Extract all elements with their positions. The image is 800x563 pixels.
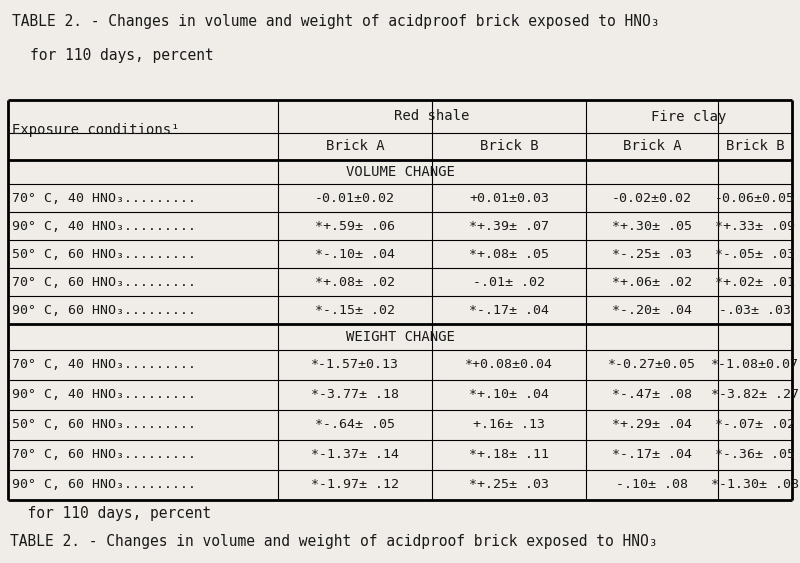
- Text: *+.30± .05: *+.30± .05: [612, 220, 692, 233]
- Text: *+.29± .04: *+.29± .04: [612, 418, 692, 431]
- Text: *-.47± .08: *-.47± .08: [612, 388, 692, 401]
- Text: 90° C, 60 HNO₃.........: 90° C, 60 HNO₃.........: [12, 479, 196, 491]
- Text: *-.17± .04: *-.17± .04: [612, 449, 692, 462]
- Text: Brick B: Brick B: [726, 140, 784, 154]
- Text: *-1.30± .08: *-1.30± .08: [711, 479, 799, 491]
- Text: 90° C, 40 HNO₃.........: 90° C, 40 HNO₃.........: [12, 220, 196, 233]
- Text: TABLE 2. - Changes in volume and weight of acidproof brick exposed to HNO₃: TABLE 2. - Changes in volume and weight …: [12, 14, 659, 29]
- Text: *+.06± .02: *+.06± .02: [612, 275, 692, 288]
- Text: -0.02±0.02: -0.02±0.02: [612, 191, 692, 204]
- Text: *-0.27±0.05: *-0.27±0.05: [608, 359, 696, 372]
- Text: -0.06±0.05: -0.06±0.05: [715, 191, 795, 204]
- Text: Fire clay: Fire clay: [651, 109, 726, 123]
- Text: VOLUME CHANGE: VOLUME CHANGE: [346, 165, 454, 179]
- Text: *-3.77± .18: *-3.77± .18: [311, 388, 399, 401]
- Text: -.01± .02: -.01± .02: [473, 275, 545, 288]
- Text: *+.10± .04: *+.10± .04: [469, 388, 549, 401]
- Text: *-.20± .04: *-.20± .04: [612, 303, 692, 316]
- Text: *+.18± .11: *+.18± .11: [469, 449, 549, 462]
- Text: for 110 days, percent: for 110 days, percent: [10, 506, 211, 521]
- Text: *-.07± .02: *-.07± .02: [715, 418, 795, 431]
- Text: *+.33± .09: *+.33± .09: [715, 220, 795, 233]
- Text: TABLE 2. - Changes in volume and weight of acidproof brick exposed to HNO₃: TABLE 2. - Changes in volume and weight …: [10, 534, 657, 549]
- Text: 90° C, 40 HNO₃.........: 90° C, 40 HNO₃.........: [12, 388, 196, 401]
- Text: 70° C, 60 HNO₃.........: 70° C, 60 HNO₃.........: [12, 449, 196, 462]
- Text: *+.02± .01: *+.02± .01: [715, 275, 795, 288]
- Text: 70° C, 40 HNO₃.........: 70° C, 40 HNO₃.........: [12, 359, 196, 372]
- Text: -0.01±0.02: -0.01±0.02: [315, 191, 395, 204]
- Text: *+.08± .05: *+.08± .05: [469, 248, 549, 261]
- Text: *-3.82± .27: *-3.82± .27: [711, 388, 799, 401]
- Text: *+.39± .07: *+.39± .07: [469, 220, 549, 233]
- Text: for 110 days, percent: for 110 days, percent: [30, 48, 214, 63]
- Text: *+.25± .03: *+.25± .03: [469, 479, 549, 491]
- Text: 90° C, 60 HNO₃.........: 90° C, 60 HNO₃.........: [12, 303, 196, 316]
- Text: *-.36± .05: *-.36± .05: [715, 449, 795, 462]
- Text: WEIGHT CHANGE: WEIGHT CHANGE: [346, 330, 454, 344]
- Text: 50° C, 60 HNO₃.........: 50° C, 60 HNO₃.........: [12, 418, 196, 431]
- Text: Brick A: Brick A: [622, 140, 682, 154]
- Text: Brick B: Brick B: [480, 140, 538, 154]
- Text: Red shale: Red shale: [394, 109, 470, 123]
- Text: *-.10± .04: *-.10± .04: [315, 248, 395, 261]
- Text: +.16± .13: +.16± .13: [473, 418, 545, 431]
- Text: *-1.37± .14: *-1.37± .14: [311, 449, 399, 462]
- Text: *-.25± .03: *-.25± .03: [612, 248, 692, 261]
- Text: +0.01±0.03: +0.01±0.03: [469, 191, 549, 204]
- Text: 50° C, 60 HNO₃.........: 50° C, 60 HNO₃.........: [12, 248, 196, 261]
- Text: *-1.97± .12: *-1.97± .12: [311, 479, 399, 491]
- Text: *-1.08±0.07: *-1.08±0.07: [711, 359, 799, 372]
- Text: *-.15± .02: *-.15± .02: [315, 303, 395, 316]
- Text: *-1.57±0.13: *-1.57±0.13: [311, 359, 399, 372]
- Text: -.10± .08: -.10± .08: [616, 479, 688, 491]
- Text: *+.59± .06: *+.59± .06: [315, 220, 395, 233]
- Text: 70° C, 40 HNO₃.........: 70° C, 40 HNO₃.........: [12, 191, 196, 204]
- Text: 70° C, 60 HNO₃.........: 70° C, 60 HNO₃.........: [12, 275, 196, 288]
- Text: *-.17± .04: *-.17± .04: [469, 303, 549, 316]
- Text: Exposure conditions¹: Exposure conditions¹: [12, 123, 179, 137]
- Text: -.03± .03: -.03± .03: [719, 303, 791, 316]
- Text: *+0.08±0.04: *+0.08±0.04: [465, 359, 553, 372]
- Text: *-.64± .05: *-.64± .05: [315, 418, 395, 431]
- Text: *-.05± .03: *-.05± .03: [715, 248, 795, 261]
- Text: *+.08± .02: *+.08± .02: [315, 275, 395, 288]
- Text: Brick A: Brick A: [326, 140, 384, 154]
